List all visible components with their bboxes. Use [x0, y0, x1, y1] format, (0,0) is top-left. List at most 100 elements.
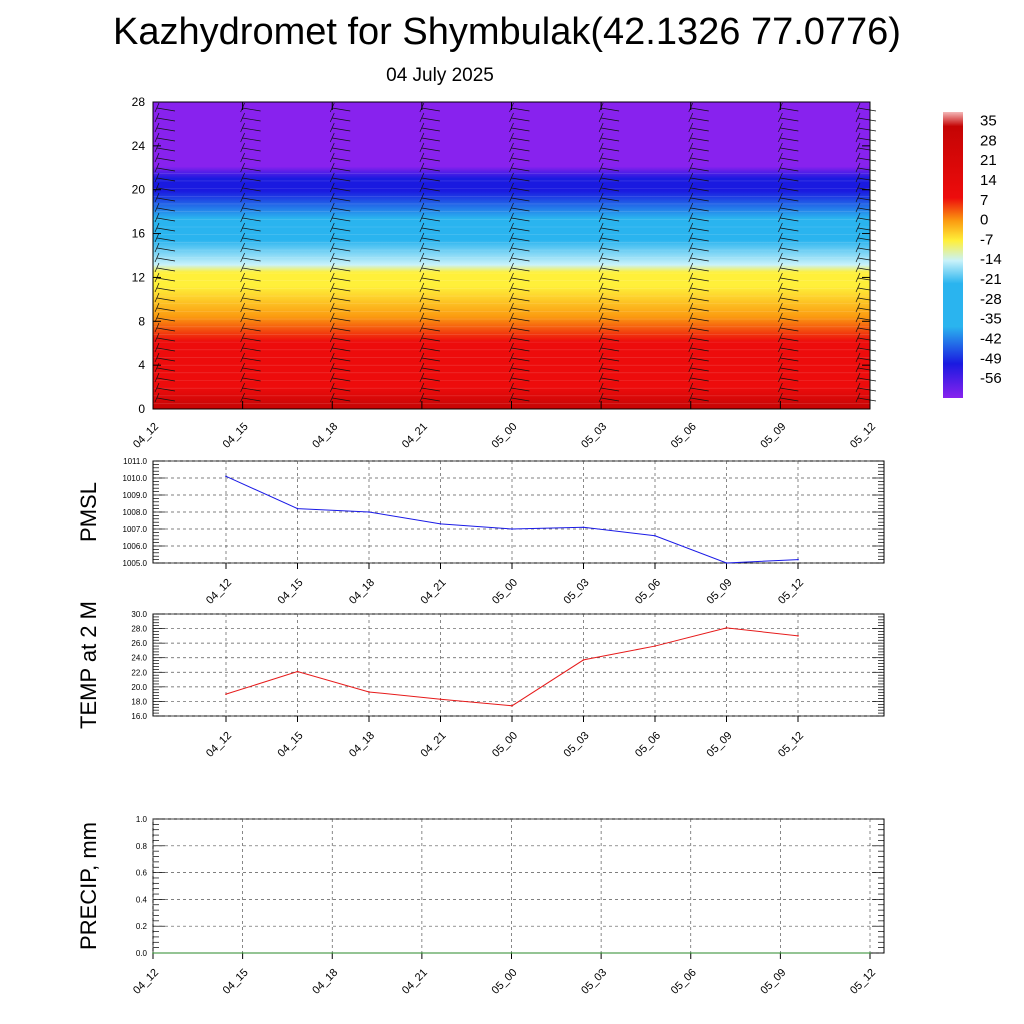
data-point	[421, 952, 423, 954]
y-tick-label: 1011.0	[123, 457, 147, 466]
data-point	[511, 705, 513, 707]
y-tick-label: 8	[138, 314, 145, 328]
data-point	[689, 952, 692, 954]
data-point	[582, 659, 585, 661]
y-tick-label: 1010.0	[123, 474, 148, 483]
data-point	[331, 952, 334, 954]
x-tick-label: 04_15	[221, 967, 251, 997]
y-tick-label: 20.0	[131, 683, 147, 692]
data-point	[779, 952, 782, 954]
data-point	[296, 507, 299, 510]
data-point	[241, 952, 244, 954]
x-tick-label: 05_06	[633, 577, 663, 607]
data-point	[654, 535, 656, 537]
data-point	[225, 475, 227, 478]
y-tick-label: 30.0	[131, 610, 147, 619]
precip-panel: 0.0 0.2 0.4 0.6 0.8 1.0 04_12 04_15 04_18 04_21 05…	[76, 815, 885, 997]
x-tick-label: 04_15	[276, 577, 306, 607]
data-point	[439, 523, 442, 525]
chart-date: 04 July 2025	[386, 65, 494, 86]
y-tick-label: 16.0	[131, 712, 147, 721]
wind-barbs	[154, 102, 877, 403]
y-tick-label: 0.4	[136, 895, 148, 904]
x-tick-label: 04_21	[419, 577, 449, 607]
x-tick-label: 05_00	[490, 730, 520, 760]
data-point	[654, 645, 656, 647]
y-tick-label: 26.0	[131, 639, 147, 648]
y-tick-label: 24	[132, 139, 146, 153]
data-point	[797, 635, 799, 637]
x-tick-label: 05_12	[776, 730, 806, 760]
x-tick-label: 05_09	[705, 730, 735, 760]
temperature-panel: 16.0 18.0 20.0 22.0 24.0 26.0 28.0 30.0 04_12 04_…	[76, 601, 885, 760]
data-point	[869, 952, 871, 954]
y-tick-label: 28.0	[131, 625, 147, 634]
colorbar-label: -35	[980, 311, 1002, 328]
colorbar-label: 21	[980, 152, 997, 169]
x-tick-label: 05_00	[490, 967, 520, 997]
y-tick-label: 1.0	[136, 815, 148, 824]
series-line	[225, 475, 799, 564]
x-tick-label: 05_09	[705, 577, 735, 607]
colorbar-label: -49	[980, 350, 1002, 367]
x-tick-label: 05_09	[758, 421, 788, 451]
y-tick-label: 1008.0	[123, 508, 148, 517]
x-tick-label: 04_21	[400, 421, 430, 451]
data-point	[368, 511, 370, 513]
y-tick-label: 4	[138, 358, 145, 372]
data-point	[296, 670, 299, 673]
y-tick-label: 0.0	[136, 949, 148, 958]
colorbar-label: 35	[980, 112, 997, 129]
colorbar-scale	[943, 112, 963, 398]
x-tick-label: 05_12	[848, 967, 878, 997]
x-tick-label: 05_03	[562, 730, 592, 760]
cross-section-panel: 0 4 8 12 16 20 24 28 04_12 04_15 04_18 04_21 05_00 05…	[131, 95, 878, 451]
x-tick-label: 05_03	[562, 577, 592, 607]
y-tick-label: 28	[132, 95, 146, 109]
colorbar-label: 7	[980, 192, 988, 209]
colorbar-label: 14	[980, 172, 997, 189]
x-tick-label: 05_00	[490, 421, 520, 451]
data-point	[797, 558, 799, 561]
x-tick-label: 04_18	[347, 730, 377, 760]
data-point	[225, 693, 227, 695]
y-tick-label: 1005.0	[123, 559, 148, 568]
colorbar-label: -7	[980, 231, 993, 248]
data-point	[439, 698, 442, 701]
data-point	[725, 627, 728, 629]
y-tick-label: 20	[132, 183, 146, 197]
colorbar-label: 0	[980, 212, 988, 229]
x-tick-label: 04_21	[419, 730, 449, 760]
x-tick-label: 05_06	[633, 730, 663, 760]
y-tick-label: 0.8	[136, 842, 148, 851]
y-tick-label: 0.2	[136, 922, 148, 931]
x-tick-label: 04_12	[131, 421, 161, 451]
y-tick-label: 22.0	[131, 668, 147, 677]
x-tick-label: 05_09	[758, 967, 788, 997]
data-point	[510, 952, 513, 954]
x-tick-label: 05_12	[848, 421, 878, 451]
x-tick-label: 04_15	[221, 421, 251, 451]
data-point	[600, 952, 602, 954]
data-point	[725, 562, 728, 564]
x-tick-label: 04_18	[310, 421, 340, 451]
y-tick-label: 18.0	[131, 697, 147, 706]
y-tick-label: 1009.0	[123, 491, 148, 500]
data-point	[152, 952, 154, 954]
colorbar-label: -28	[980, 291, 1002, 308]
y-axis-label: PRECIP, mm	[76, 822, 101, 950]
data-point	[511, 528, 513, 530]
pmsl-panel: 1005.0 1006.0 1007.0 1008.0 1009.0 1010.0 1011…	[76, 457, 885, 607]
colorbar-label: -21	[980, 271, 1002, 288]
x-tick-label: 04_12	[204, 577, 234, 607]
y-axis-label: TEMP at 2 M	[76, 601, 101, 729]
data-point	[582, 526, 585, 529]
x-tick-label: 05_12	[776, 577, 806, 607]
x-tick-label: 04_18	[347, 577, 377, 607]
y-tick-label: 1007.0	[123, 525, 148, 534]
y-tick-label: 12	[132, 270, 146, 284]
x-tick-label: 04_12	[204, 730, 234, 760]
x-tick-label: 04_15	[276, 730, 306, 760]
y-tick-label: 1006.0	[123, 542, 148, 551]
